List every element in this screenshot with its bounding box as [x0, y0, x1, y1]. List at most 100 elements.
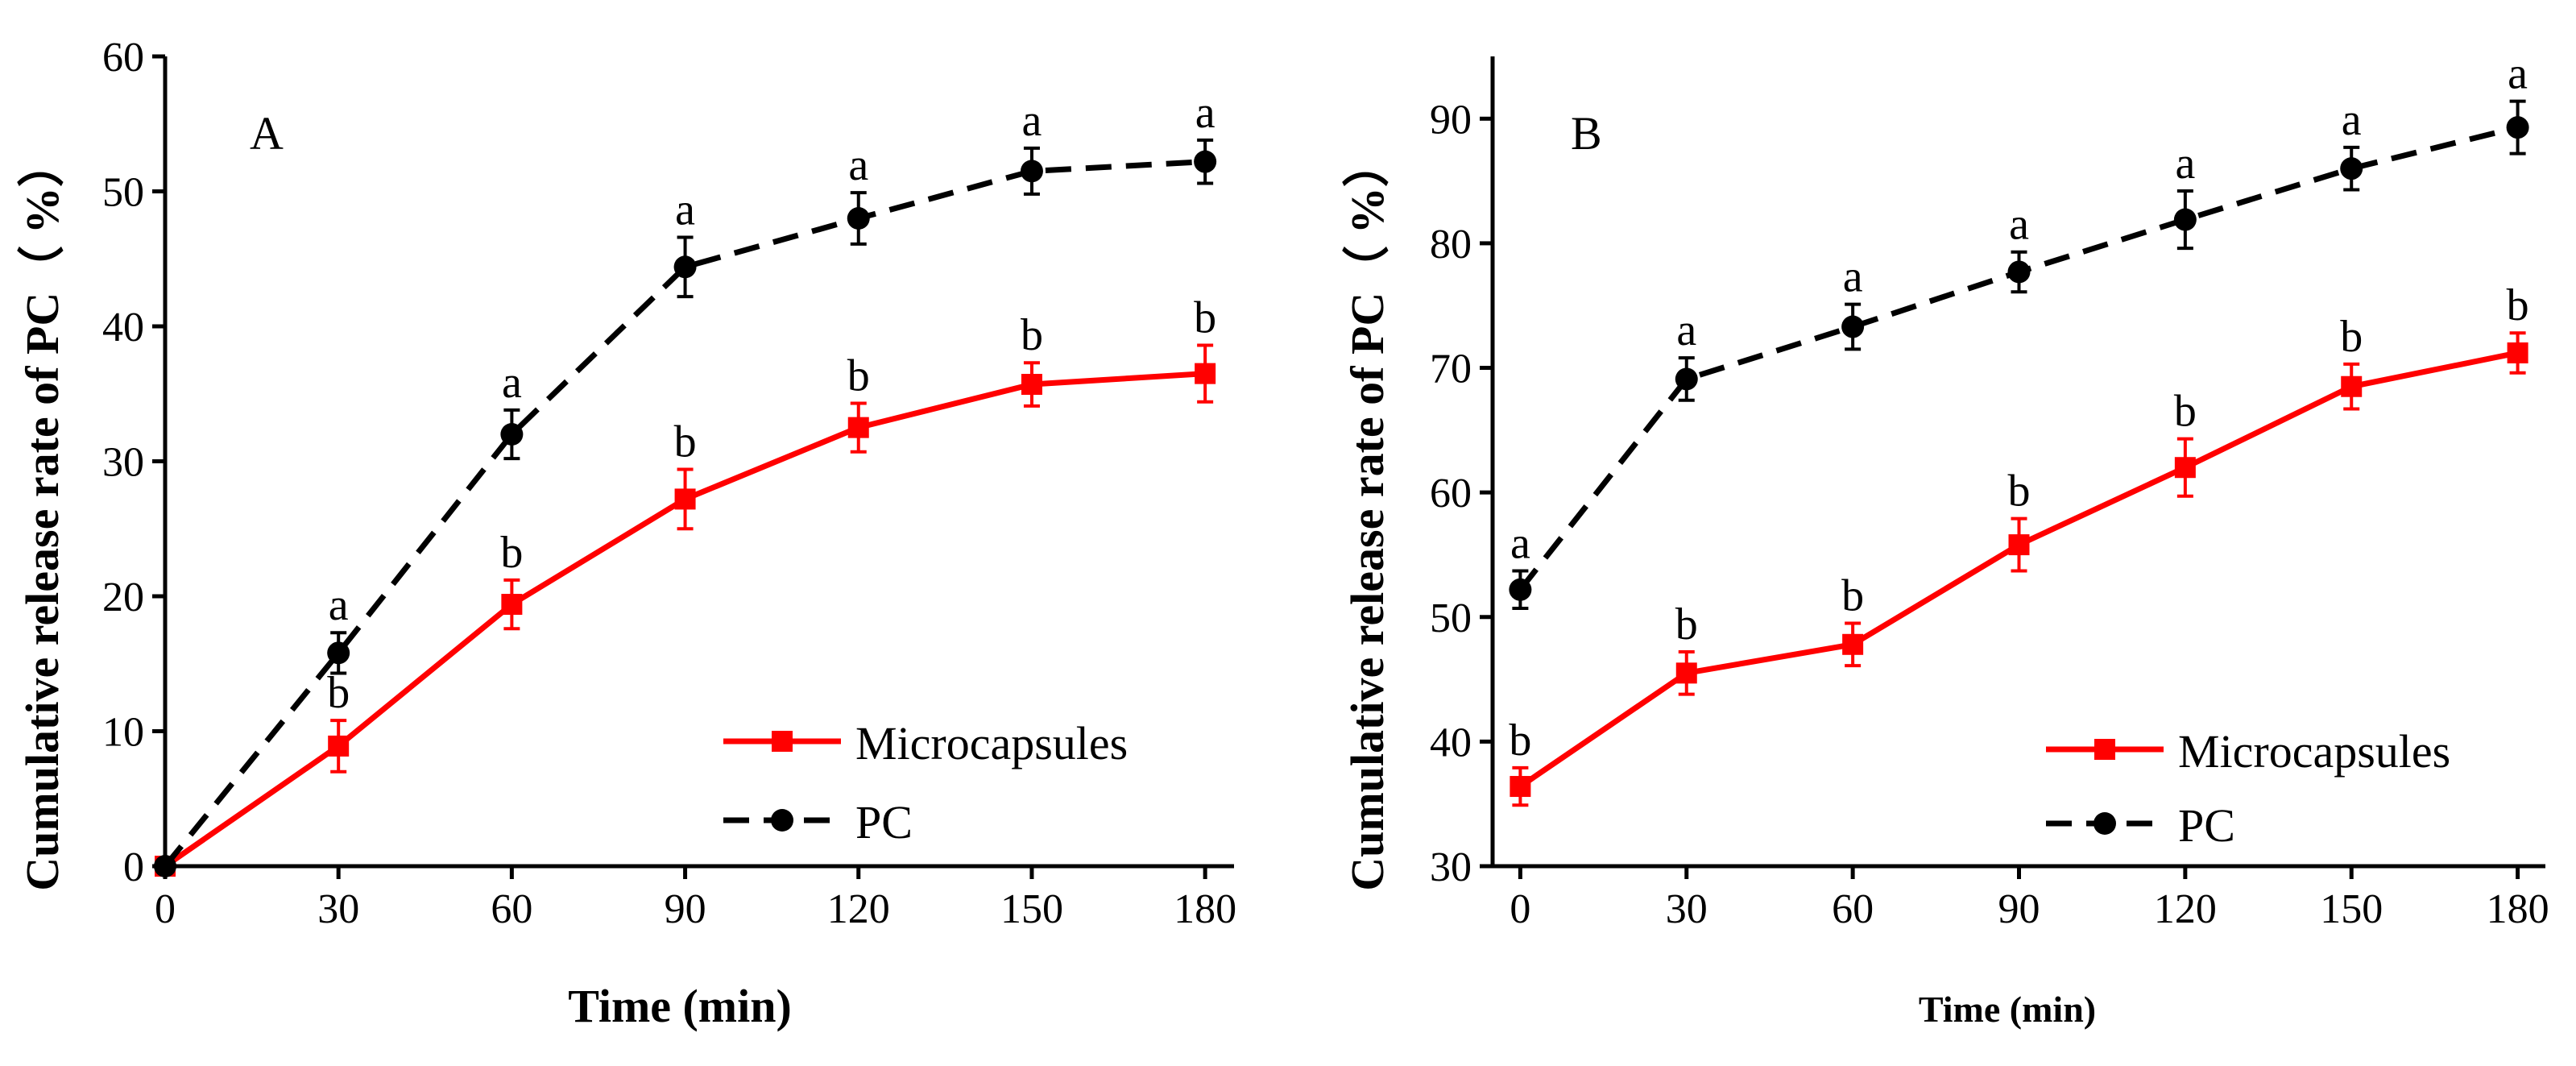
panel-b-y-tick-label: 80	[1430, 222, 1472, 268]
panel-b-pc-significance-letter: a	[1510, 519, 1530, 569]
panel-b-microcapsules-significance-letter: b	[2174, 387, 2197, 437]
panel-b-microcapsules-significance-letter: b	[1675, 599, 1698, 649]
panel-a-series-pc: a a a a a a	[154, 88, 1217, 877]
panel-b-label: B	[1571, 107, 1602, 160]
panel-a-pc-significance-letter: a	[675, 185, 695, 234]
panel-b-pc-point	[2506, 116, 2529, 139]
panel-a-series-microcapsules: b b b b b b	[155, 292, 1216, 877]
panel-a-pc-significance-letter: a	[1195, 88, 1216, 138]
panel-a-x-tick-label: 0	[155, 886, 176, 932]
panel-b-legend-pc-marker	[2094, 812, 2116, 835]
panel-b-pc-point	[1841, 315, 1865, 338]
panel-a-microcapsules-point	[1195, 363, 1216, 384]
panel-a-pc-significance-letter: a	[502, 358, 522, 408]
panel-a-x-tick-label: 60	[491, 886, 532, 932]
panel-b-microcapsules-point	[1510, 776, 1531, 798]
panel-b-y-tick-label: 70	[1430, 346, 1472, 392]
panel-a-pc-significance-letter: a	[1022, 96, 1042, 146]
panel-b-y-axis-title: Cumulative release rate of PC（ %）	[1341, 140, 1394, 891]
panel-b-pc-point	[2007, 260, 2031, 284]
panel-b-microcapsules-point	[1842, 633, 1864, 655]
panel-b-x-tick-label: 150	[2320, 886, 2383, 932]
panel-a-microcapsules-significance-letter: b	[674, 417, 697, 467]
panel-b-y-tick-label: 50	[1430, 595, 1472, 641]
panel-a-microcapsules-significance-letter: b	[847, 350, 870, 400]
panel-b-pc-point	[1675, 367, 1698, 391]
panel-a-pc-point	[1194, 150, 1217, 173]
panel-b-microcapsules-point	[2341, 375, 2363, 397]
panel-b-y-tick-label: 90	[1430, 97, 1472, 143]
panel-b-legend: Microcapsules PC	[2046, 725, 2450, 852]
panel-a-y-tick-label: 40	[102, 305, 144, 350]
panel-a-y-tick-label: 60	[102, 35, 144, 81]
panel-a-legend-pc-marker	[771, 809, 793, 832]
panel-a-y-tick-label: 30	[102, 440, 144, 486]
panel-b-x-tick-label: 90	[1998, 886, 2040, 932]
panel-b-y-tick-label: 40	[1430, 720, 1472, 765]
panel-a-x-axis-title: Time (min)	[568, 980, 792, 1032]
panel-b-microcapsules-point	[2008, 534, 2030, 556]
panel-b-microcapsules-significance-letter: b	[2507, 280, 2529, 330]
panel-b-legend-microcapsules-label: Microcapsules	[2178, 725, 2450, 778]
panel-a-pc-point	[154, 855, 176, 877]
panel-a-x-tick-label: 180	[1174, 886, 1236, 932]
panel-b-x-tick-label: 180	[2487, 886, 2549, 932]
panel-a-microcapsules-significance-letter: b	[327, 668, 350, 718]
panel-a-microcapsules-significance-letter: b	[1021, 310, 1043, 360]
panel-a-y-axis-title: Cumulative release rate of PC（ %）	[16, 140, 68, 891]
panel-b-microcapsules-significance-letter: b	[2008, 467, 2031, 516]
panel-a-axes: 0 10 20 30 40 50 60 0 30 60 90 120 150 180	[102, 35, 1236, 932]
panel-b-microcapsules-significance-letter: b	[1841, 571, 1864, 621]
panel-a-legend-microcapsules-label: Microcapsules	[855, 717, 1128, 769]
panel-b-x-tick-label: 0	[1510, 886, 1530, 932]
panel-a-y-tick-label: 10	[102, 710, 144, 756]
panel-b-microcapsules-point	[2174, 457, 2196, 479]
panel-b-microcapsules-significance-letter: b	[2340, 312, 2363, 362]
panel-a-pc-point	[327, 641, 350, 665]
panel-a-microcapsules-point	[501, 594, 523, 616]
panel-b-x-tick-label: 60	[1832, 886, 1874, 932]
panel-a-pc-point	[673, 255, 697, 279]
panel-a-x-tick-label: 30	[317, 886, 359, 932]
panel-b-axes: 30 40 50 60 70 80 90 0 30 60 90 120 150 180	[1430, 56, 2549, 932]
panel-a-pc-point	[847, 207, 870, 230]
panel-a-label: A	[250, 107, 284, 160]
panel-b-y-tick-label: 60	[1430, 471, 1472, 516]
panel-a-microcapsules-point	[1021, 374, 1042, 396]
panel-a-microcapsules-point	[328, 735, 350, 757]
panel-a-pc-significance-letter: a	[848, 140, 868, 190]
panel-a-microcapsules-significance-letter: b	[500, 528, 523, 578]
panel-a-y-tick-label: 20	[102, 574, 144, 620]
panel-b-legend-pc-label: PC	[2178, 799, 2235, 852]
panel-b-x-tick-label: 30	[1666, 886, 1708, 932]
panel-a-x-tick-label: 150	[1000, 886, 1063, 932]
panel-a-pc-point	[1020, 160, 1043, 183]
panel-a-microcapsules-significance-letter: b	[1194, 292, 1216, 342]
panel-a-pc-point	[500, 423, 524, 446]
panel-a-microcapsules-point	[847, 417, 869, 438]
panel-b-x-tick-label: 120	[2154, 886, 2217, 932]
panel-a-x-tick-label: 90	[665, 886, 706, 932]
panel-b-pc-point	[2340, 157, 2363, 180]
panel-b-pc-significance-letter: a	[2342, 95, 2362, 145]
panel-b-pc-significance-letter: a	[1676, 305, 1696, 355]
panel-b-microcapsules-significance-letter: b	[1509, 716, 1531, 765]
panel-b-legend-microcapsules-marker	[2094, 739, 2115, 760]
panel-a-pc-significance-letter: a	[329, 580, 349, 630]
panel-b-pc-point	[2173, 208, 2197, 231]
panel-a-legend-microcapsules-marker	[772, 731, 793, 752]
panel-a-microcapsules-point	[674, 488, 696, 510]
panel-a-legend: Microcapsules PC	[723, 717, 1128, 848]
panel-b-series-microcapsules: b b b b b b b	[1509, 280, 2529, 807]
panel-b-series-pc: a a a a a a a	[1509, 49, 2529, 610]
panel-b-pc-significance-letter: a	[2009, 200, 2029, 250]
panel-a-legend-pc-label: PC	[855, 796, 913, 848]
panel-b-x-axis-title: Time (min)	[1919, 989, 2096, 1030]
panel-b-pc-significance-letter: a	[2175, 139, 2195, 189]
panel-b-pc-point	[1509, 578, 1532, 601]
panel-a-y-tick-label: 50	[102, 170, 144, 216]
